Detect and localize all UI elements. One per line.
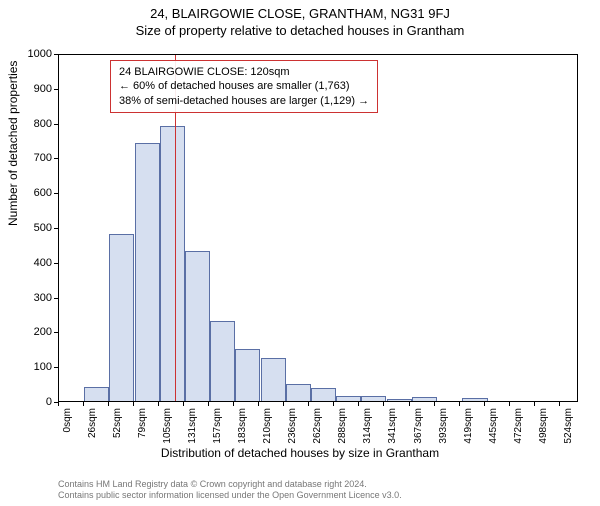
histogram-bar xyxy=(160,126,185,401)
x-axis-label: Distribution of detached houses by size … xyxy=(0,446,600,460)
histogram-bar xyxy=(311,388,336,401)
x-tick-label: 472sqm xyxy=(513,408,524,444)
x-tick-label: 262sqm xyxy=(312,408,323,444)
footer-line2: Contains public sector information licen… xyxy=(58,490,402,502)
y-tick-mark xyxy=(54,332,58,333)
x-tick-mark xyxy=(83,402,84,406)
histogram-bar xyxy=(387,399,412,401)
histogram-bar xyxy=(185,251,210,401)
x-tick-mark xyxy=(158,402,159,406)
x-tick-mark xyxy=(383,402,384,406)
footer-line1: Contains HM Land Registry data © Crown c… xyxy=(58,479,402,491)
x-tick-label: 105sqm xyxy=(162,408,173,444)
y-tick-mark xyxy=(54,298,58,299)
x-tick-mark xyxy=(308,402,309,406)
y-tick-label: 1000 xyxy=(12,48,52,60)
histogram-bar xyxy=(361,396,386,401)
y-tick-label: 900 xyxy=(12,83,52,95)
x-tick-label: 314sqm xyxy=(362,408,373,444)
histogram-bar xyxy=(210,321,235,401)
histogram-bar xyxy=(286,384,311,401)
y-tick-mark xyxy=(54,89,58,90)
y-tick-mark xyxy=(54,54,58,55)
x-tick-mark xyxy=(258,402,259,406)
x-tick-label: 236sqm xyxy=(287,408,298,444)
y-tick-label: 100 xyxy=(12,361,52,373)
x-tick-mark xyxy=(484,402,485,406)
x-tick-mark xyxy=(233,402,234,406)
x-tick-label: 157sqm xyxy=(212,408,223,444)
y-tick-label: 400 xyxy=(12,257,52,269)
x-tick-label: 0sqm xyxy=(62,408,73,432)
x-tick-mark xyxy=(459,402,460,406)
x-tick-label: 445sqm xyxy=(488,408,499,444)
y-tick-label: 800 xyxy=(12,118,52,130)
x-tick-mark xyxy=(559,402,560,406)
y-tick-mark xyxy=(54,228,58,229)
x-tick-label: 52sqm xyxy=(112,408,123,438)
annotation-line2: ← 60% of detached houses are smaller (1,… xyxy=(119,79,369,93)
histogram-bar xyxy=(109,234,134,401)
x-tick-mark xyxy=(58,402,59,406)
x-tick-label: 393sqm xyxy=(438,408,449,444)
histogram-bar xyxy=(412,397,437,401)
x-tick-mark xyxy=(534,402,535,406)
x-tick-label: 419sqm xyxy=(463,408,474,444)
chart-container: 24, BLAIRGOWIE CLOSE, GRANTHAM, NG31 9FJ… xyxy=(0,6,600,506)
x-tick-label: 498sqm xyxy=(538,408,549,444)
x-tick-label: 26sqm xyxy=(87,408,98,438)
x-tick-mark xyxy=(283,402,284,406)
x-tick-mark xyxy=(409,402,410,406)
histogram-bar xyxy=(462,398,487,401)
annotation-line3: 38% of semi-detached houses are larger (… xyxy=(119,94,369,108)
x-tick-label: 183sqm xyxy=(237,408,248,444)
footer-attribution: Contains HM Land Registry data © Crown c… xyxy=(58,479,402,502)
y-tick-label: 700 xyxy=(12,152,52,164)
y-tick-mark xyxy=(54,367,58,368)
x-tick-mark xyxy=(133,402,134,406)
y-tick-label: 300 xyxy=(12,292,52,304)
annotation-box: 24 BLAIRGOWIE CLOSE: 120sqm ← 60% of det… xyxy=(110,60,378,113)
x-tick-label: 524sqm xyxy=(563,408,574,444)
title-subtitle: Size of property relative to detached ho… xyxy=(0,23,600,38)
x-tick-label: 131sqm xyxy=(187,408,198,444)
x-tick-label: 288sqm xyxy=(337,408,348,444)
y-tick-mark xyxy=(54,193,58,194)
x-tick-mark xyxy=(358,402,359,406)
x-tick-label: 210sqm xyxy=(262,408,273,444)
y-tick-label: 600 xyxy=(12,187,52,199)
histogram-bar xyxy=(261,358,286,402)
x-tick-label: 341sqm xyxy=(387,408,398,444)
histogram-bar xyxy=(336,396,361,401)
chart-area: 24 BLAIRGOWIE CLOSE: 120sqm ← 60% of det… xyxy=(58,54,578,402)
x-tick-mark xyxy=(183,402,184,406)
y-tick-label: 200 xyxy=(12,326,52,338)
title-address: 24, BLAIRGOWIE CLOSE, GRANTHAM, NG31 9FJ xyxy=(0,6,600,21)
y-tick-mark xyxy=(54,124,58,125)
x-tick-mark xyxy=(509,402,510,406)
y-tick-label: 0 xyxy=(12,396,52,408)
histogram-bar xyxy=(84,387,109,401)
x-tick-mark xyxy=(434,402,435,406)
x-tick-mark xyxy=(208,402,209,406)
histogram-bar xyxy=(135,143,160,401)
x-tick-label: 367sqm xyxy=(413,408,424,444)
annotation-line1: 24 BLAIRGOWIE CLOSE: 120sqm xyxy=(119,65,369,79)
y-tick-mark xyxy=(54,263,58,264)
x-tick-mark xyxy=(108,402,109,406)
x-tick-label: 79sqm xyxy=(137,408,148,438)
y-tick-mark xyxy=(54,158,58,159)
y-tick-label: 500 xyxy=(12,222,52,234)
x-tick-mark xyxy=(333,402,334,406)
histogram-bar xyxy=(235,349,260,401)
